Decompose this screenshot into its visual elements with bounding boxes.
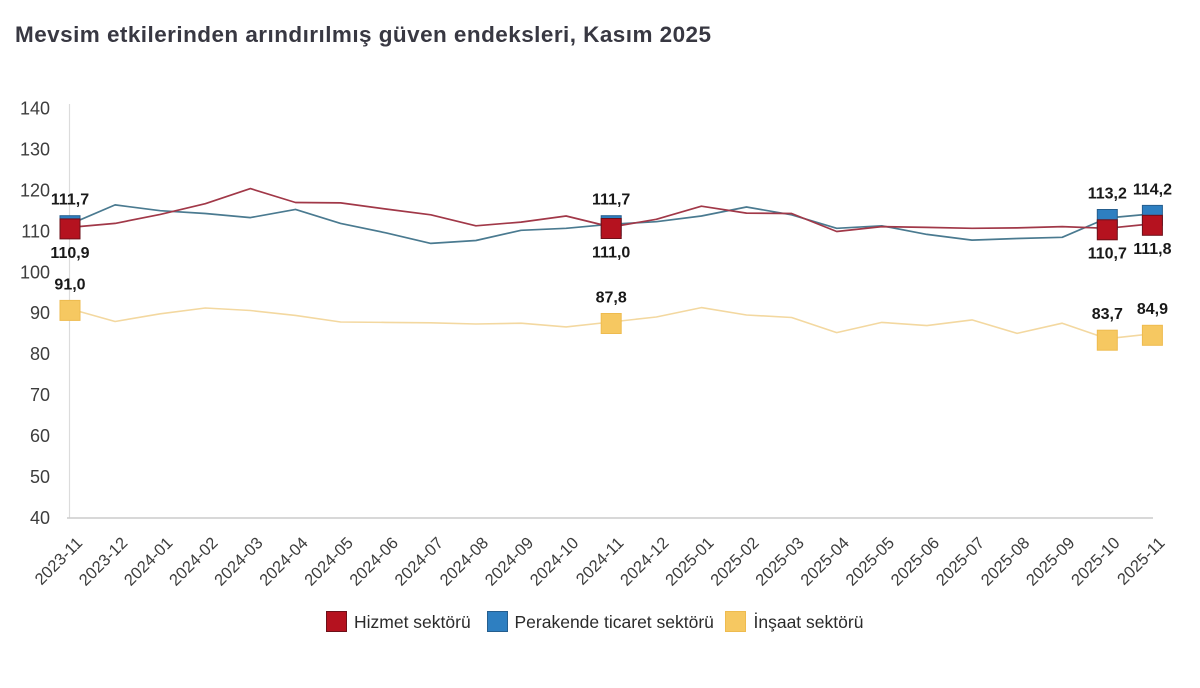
svg-text:Hizmet sektörü: Hizmet sektörü: [354, 612, 471, 632]
svg-text:84,9: 84,9: [1137, 301, 1168, 318]
svg-text:111,0: 111,0: [592, 244, 630, 261]
svg-text:Perakende ticaret sektörü: Perakende ticaret sektörü: [515, 612, 714, 632]
svg-text:100: 100: [20, 262, 50, 282]
svg-text:İnşaat sektörü: İnşaat sektörü: [754, 612, 864, 632]
svg-text:111,8: 111,8: [1133, 241, 1171, 258]
svg-text:50: 50: [30, 467, 50, 487]
svg-text:Mevsim etkilerinden arındırılm: Mevsim etkilerinden arındırılmış güven e…: [15, 22, 711, 47]
svg-text:120: 120: [20, 181, 50, 201]
svg-text:60: 60: [30, 426, 50, 446]
svg-text:70: 70: [30, 385, 50, 405]
svg-text:91,0: 91,0: [54, 276, 85, 293]
svg-text:130: 130: [20, 140, 50, 160]
svg-text:140: 140: [20, 99, 50, 119]
svg-text:90: 90: [30, 303, 50, 323]
svg-text:87,8: 87,8: [596, 289, 627, 306]
svg-text:113,2: 113,2: [1088, 185, 1127, 202]
svg-text:111,7: 111,7: [51, 192, 89, 209]
svg-text:110: 110: [21, 221, 50, 241]
svg-text:110,7: 110,7: [1088, 246, 1127, 263]
svg-text:110,9: 110,9: [50, 245, 89, 262]
svg-text:80: 80: [30, 344, 50, 364]
svg-text:40: 40: [30, 508, 50, 528]
svg-text:111,7: 111,7: [592, 192, 630, 209]
svg-text:114,2: 114,2: [1133, 181, 1172, 198]
svg-text:83,7: 83,7: [1092, 306, 1123, 323]
